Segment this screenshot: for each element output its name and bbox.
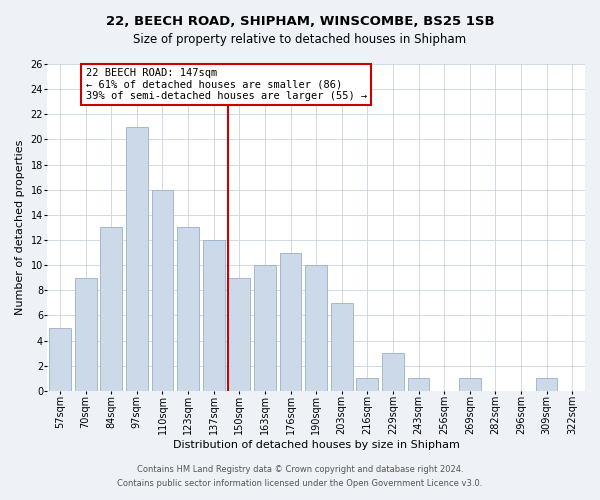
Bar [126,127,148,391]
X-axis label: Distribution of detached houses by size in Shipham: Distribution of detached houses by size … [173,440,460,450]
Bar [407,378,430,391]
Bar [382,353,404,391]
Bar [305,265,327,391]
Bar [49,328,71,391]
Bar [75,278,97,391]
Text: 22 BEECH ROAD: 147sqm
← 61% of detached houses are smaller (86)
39% of semi-deta: 22 BEECH ROAD: 147sqm ← 61% of detached … [86,68,367,101]
Bar [331,303,353,391]
Bar [254,265,276,391]
Text: Size of property relative to detached houses in Shipham: Size of property relative to detached ho… [133,32,467,46]
Bar [459,378,481,391]
Text: Contains HM Land Registry data © Crown copyright and database right 2024.
Contai: Contains HM Land Registry data © Crown c… [118,466,482,487]
Bar [536,378,557,391]
Bar [280,252,301,391]
Bar [356,378,378,391]
Bar [229,278,250,391]
Bar [203,240,224,391]
Y-axis label: Number of detached properties: Number of detached properties [15,140,25,315]
Text: 22, BEECH ROAD, SHIPHAM, WINSCOMBE, BS25 1SB: 22, BEECH ROAD, SHIPHAM, WINSCOMBE, BS25… [106,15,494,28]
Bar [100,228,122,391]
Bar [152,190,173,391]
Bar [177,228,199,391]
